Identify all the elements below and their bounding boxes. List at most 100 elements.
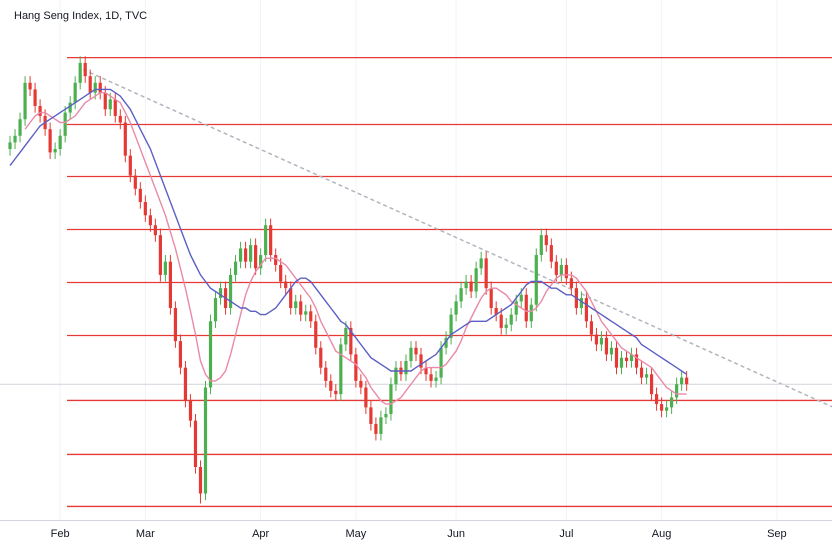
candle-body <box>133 175 137 189</box>
candle-body <box>359 380 363 388</box>
candle-body <box>449 314 453 338</box>
candle-body <box>274 255 278 265</box>
candle-body <box>284 281 288 289</box>
candle-body <box>218 288 223 299</box>
indicator-line <box>24 92 687 405</box>
candle-body <box>208 321 213 388</box>
candle-body <box>639 367 644 378</box>
candle-body <box>604 337 609 355</box>
candle-body <box>304 311 308 315</box>
chart-title: Hang Seng Index, 1D, TVC <box>14 10 147 22</box>
candle-body <box>249 245 253 262</box>
candle-body <box>28 82 32 90</box>
candle-body <box>73 82 77 103</box>
candle-body <box>349 327 353 355</box>
candle-body <box>123 122 127 156</box>
candle-body <box>299 301 303 315</box>
candle-body <box>524 294 528 322</box>
candle-body <box>294 301 298 309</box>
candle-body <box>504 324 508 328</box>
candle-body <box>539 235 543 256</box>
candle-body <box>309 311 313 322</box>
candle-body <box>389 384 393 415</box>
candle-body <box>118 115 122 123</box>
candle-body <box>379 417 383 434</box>
candle-body <box>394 367 398 385</box>
candle-body <box>83 62 87 77</box>
candle-body <box>48 129 52 153</box>
candle-body <box>549 245 553 262</box>
candle-body <box>529 304 533 322</box>
candle-body <box>665 407 669 411</box>
candle-body <box>409 347 413 362</box>
candle-body <box>33 89 37 106</box>
candle-body <box>68 102 72 113</box>
candle-body <box>680 377 684 385</box>
candle-body <box>649 374 654 395</box>
candle-body <box>589 321 594 335</box>
x-tick-label: Sep <box>767 528 787 540</box>
candle-body <box>494 308 498 315</box>
candle-body <box>173 308 178 342</box>
candle-body <box>509 314 513 325</box>
candle-body <box>108 99 112 110</box>
candle-body <box>619 357 624 368</box>
candle-body <box>609 347 614 355</box>
candle-body <box>18 119 22 136</box>
candle-body <box>634 354 639 368</box>
candle-body <box>158 235 162 275</box>
candle-body <box>319 347 323 368</box>
candle-body <box>419 354 423 368</box>
candle-body <box>188 400 193 421</box>
candle-body <box>243 248 248 262</box>
x-tick-label: Jul <box>559 528 573 540</box>
x-tick-label: Mar <box>136 528 155 540</box>
candle-body <box>659 404 664 411</box>
candle-body <box>554 261 558 275</box>
candle-body <box>519 294 523 302</box>
candle-body <box>344 327 348 345</box>
candle-body <box>644 374 649 378</box>
candle-body <box>464 281 468 289</box>
candle-body <box>279 264 283 282</box>
candle-body <box>113 99 117 116</box>
x-tick-label: May <box>345 528 366 540</box>
candle-body <box>78 62 82 83</box>
candle-body <box>564 264 568 279</box>
candle-body <box>459 288 463 302</box>
candle-body <box>53 149 57 153</box>
candle-body <box>364 387 368 408</box>
candle-body <box>484 258 488 289</box>
candle-body <box>198 467 203 494</box>
candle-body <box>259 255 263 269</box>
candle-body <box>654 394 659 405</box>
candle-body <box>264 225 268 256</box>
candle-body <box>8 142 12 150</box>
candle-body <box>203 387 208 494</box>
candle-body <box>685 377 689 385</box>
candle-body <box>148 215 152 226</box>
x-tick-label: Apr <box>252 528 269 540</box>
candle-body <box>93 82 97 93</box>
candle-body <box>183 367 188 401</box>
candle-body <box>128 155 132 176</box>
candle-body <box>544 235 548 246</box>
candle-body <box>63 112 67 136</box>
candle-body <box>193 420 198 468</box>
candle-body <box>324 367 328 381</box>
x-tick-label: Aug <box>652 528 672 540</box>
candle-body <box>314 321 318 348</box>
candle-body <box>629 354 634 362</box>
candle-body <box>339 344 343 395</box>
candle-body <box>414 347 418 355</box>
candle-body <box>599 337 604 345</box>
x-tick-label: Feb <box>51 528 70 540</box>
candle-body <box>429 374 433 381</box>
candle-body <box>334 390 338 395</box>
candle-body <box>489 288 493 309</box>
candle-body <box>384 414 388 418</box>
candle-body <box>434 377 438 381</box>
candle-body <box>103 92 107 110</box>
